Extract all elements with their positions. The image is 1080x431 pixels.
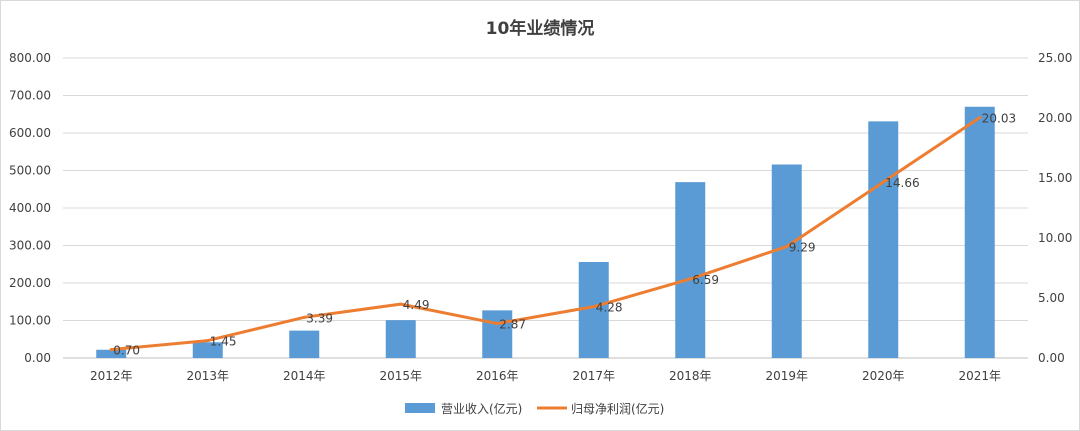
y-left-tick-label: 200.00: [9, 276, 51, 290]
bar: [385, 320, 416, 358]
x-tick-label: 2019年: [765, 369, 808, 383]
x-tick-label: 2012年: [90, 369, 133, 383]
line-point: [881, 180, 885, 184]
line-point: [592, 305, 596, 309]
data-labels: 0.70 1.45 3.39 4.49 2.87 4.28 6.59 9.29 14.66 20.…: [113, 112, 1016, 358]
line-point: [688, 277, 692, 281]
line-point: [302, 315, 306, 319]
y-right-tick-label: 15.00: [1038, 171, 1072, 185]
legend: 营业收入(亿元) 归母净利润(亿元): [405, 401, 664, 416]
x-tick-label: 2017年: [572, 369, 615, 383]
chart-title: 10年业绩情况: [486, 18, 595, 39]
x-tick-label: 2018年: [669, 369, 712, 383]
bar: [96, 349, 127, 358]
line-point: [785, 245, 789, 249]
x-tick-label: 2020年: [862, 369, 905, 383]
x-tick-label: 2016年: [476, 369, 519, 383]
y-left-tick-label: 0.00: [24, 351, 51, 365]
y-right-tick-label: 20.00: [1038, 111, 1072, 125]
bar-series: [96, 106, 995, 358]
x-axis: 2012年 2013年 2014年 2015年 2016年 2017年 2018年 2019年…: [90, 369, 1001, 383]
line-series: [109, 116, 982, 352]
line-path: [109, 116, 982, 352]
data-label: 14.66: [885, 176, 919, 190]
line-point: [109, 348, 113, 352]
bar: [289, 330, 320, 358]
y-axis-left: 0.00 100.00 200.00 300.00 400.00 500.00 600.00…: [9, 51, 51, 365]
y-left-tick-label: 300.00: [9, 239, 51, 253]
y-left-tick-label: 700.00: [9, 89, 51, 103]
line-point: [978, 116, 982, 120]
data-label: 9.29: [789, 241, 816, 255]
y-right-tick-label: 0.00: [1038, 351, 1065, 365]
y-left-tick-label: 400.00: [9, 201, 51, 215]
legend-swatch-bar: [405, 403, 435, 413]
bar: [771, 164, 802, 358]
bar: [868, 121, 899, 358]
line-point: [495, 322, 499, 326]
bar: [482, 310, 513, 358]
y-right-tick-label: 10.00: [1038, 231, 1072, 245]
bar: [964, 106, 995, 358]
x-tick-label: 2021年: [958, 369, 1001, 383]
data-label: 3.39: [306, 311, 333, 325]
bar: [192, 342, 223, 358]
y-right-tick-label: 5.00: [1038, 291, 1065, 305]
data-label: 4.49: [403, 298, 430, 312]
data-label: 2.87: [499, 318, 526, 332]
y-right-tick-label: 25.00: [1038, 51, 1072, 65]
line-point: [206, 339, 210, 343]
data-label: 20.03: [982, 112, 1016, 126]
legend-label-line: 归母净利润(亿元): [571, 401, 664, 416]
y-left-tick-label: 500.00: [9, 164, 51, 178]
data-label: 6.59: [692, 273, 719, 287]
data-label: 1.45: [210, 335, 237, 349]
x-tick-label: 2015年: [379, 369, 422, 383]
y-left-tick-label: 100.00: [9, 314, 51, 328]
x-tick-label: 2013年: [186, 369, 229, 383]
gridlines: [63, 57, 1028, 359]
line-point: [399, 302, 403, 306]
bar: [578, 262, 609, 358]
bar: [675, 182, 706, 358]
legend-label-bar: 营业收入(亿元): [441, 401, 522, 416]
x-tick-label: 2014年: [283, 369, 326, 383]
data-label: 4.28: [596, 301, 623, 315]
y-left-tick-label: 800.00: [9, 51, 51, 65]
y-axis-right: 0.00 5.00 10.00 15.00 20.00 25.00: [1038, 51, 1072, 365]
y-left-tick-label: 600.00: [9, 126, 51, 140]
data-label: 0.70: [113, 344, 140, 358]
